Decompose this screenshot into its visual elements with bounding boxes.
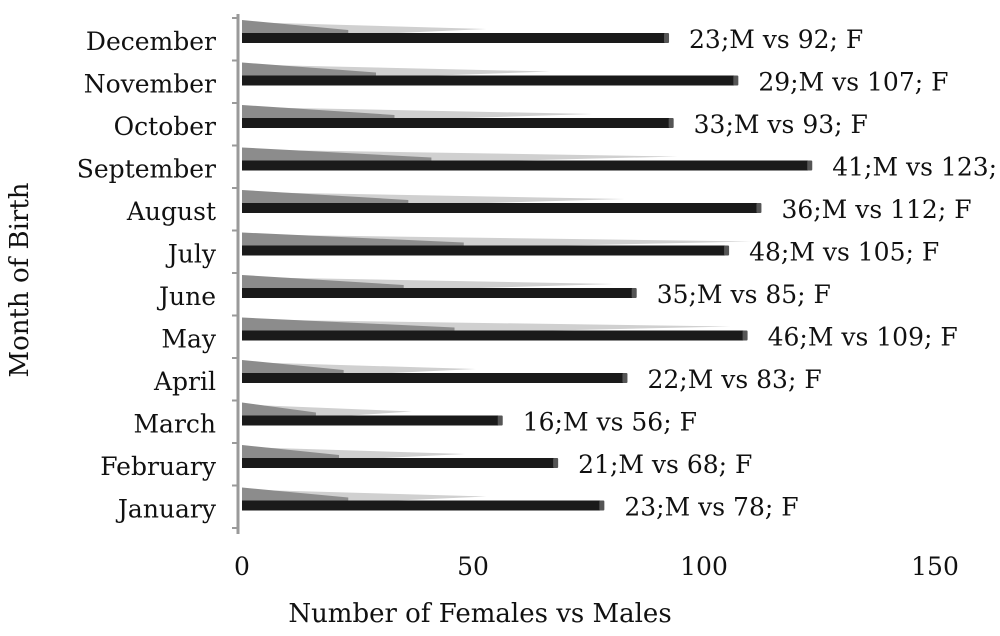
bar-females-february — [242, 458, 557, 468]
bar-females-october — [242, 118, 672, 128]
data-label: 48;M vs 105; F — [749, 238, 939, 267]
category-label: June — [156, 282, 216, 311]
category-labels: January February March April May June July Augu… — [77, 27, 217, 524]
bar-end-cap — [756, 203, 762, 213]
y-axis-ticks — [232, 17, 238, 529]
data-label: 41;M vs 123; F — [832, 153, 1000, 182]
bar-end-cap — [668, 118, 674, 128]
bar-end-cap — [622, 373, 628, 383]
category-label: November — [84, 70, 216, 99]
bar-females-june — [242, 288, 635, 298]
bar-end-cap — [724, 245, 730, 256]
bar-females-september — [242, 160, 811, 171]
data-label: 22;M vs 83; F — [647, 365, 821, 394]
category-label: July — [165, 240, 217, 269]
y-axis-title: Month of Birth — [5, 182, 35, 377]
bar-end-cap — [733, 75, 739, 86]
data-label: 35;M vs 85; F — [657, 280, 831, 309]
data-label: 36;M vs 112; F — [781, 195, 971, 224]
category-label: December — [86, 27, 216, 56]
category-label: May — [161, 325, 217, 354]
data-label: 23;M vs 78; F — [624, 493, 798, 522]
bar-end-cap — [807, 160, 813, 171]
category-label: April — [153, 367, 216, 396]
bar-end-cap — [497, 415, 503, 426]
data-label: 29;M vs 107; F — [758, 68, 948, 97]
x-tick-label: 150 — [911, 552, 959, 581]
bar-females-january — [242, 500, 603, 511]
bar-end-cap — [742, 330, 748, 341]
data-label: 16;M vs 56; F — [523, 408, 697, 437]
x-axis-title: Number of Females vs Males — [288, 599, 671, 629]
category-label: September — [77, 155, 216, 184]
category-label: March — [133, 410, 216, 439]
bars-group — [242, 20, 813, 511]
category-label: January — [115, 495, 217, 524]
data-label: 46;M vs 109; F — [768, 323, 958, 352]
bar-females-december — [242, 33, 668, 43]
bar-females-march — [242, 415, 501, 426]
bar-females-july — [242, 245, 728, 256]
x-tick-label: 0 — [234, 552, 250, 581]
category-label: February — [100, 452, 217, 481]
data-label: 21;M vs 68; F — [578, 450, 752, 479]
bar-end-cap — [631, 288, 637, 298]
category-label: October — [114, 112, 216, 141]
x-tick-label: 50 — [457, 552, 489, 581]
bar-females-april — [242, 373, 626, 383]
data-label: 23;M vs 92; F — [689, 25, 863, 54]
x-tick-label: 100 — [680, 552, 728, 581]
bar-end-cap — [664, 33, 670, 43]
bar-females-august — [242, 203, 760, 213]
bar-end-cap — [553, 458, 559, 468]
x-tick-labels: 0 50 100 150 — [234, 552, 959, 581]
bar-end-cap — [599, 500, 605, 511]
bar-females-november — [242, 75, 737, 86]
category-label: August — [126, 197, 216, 226]
data-label: 33;M vs 93; F — [694, 110, 868, 139]
bar-females-may — [242, 330, 746, 341]
data-labels: 23;M vs 78; F 21;M vs 68; F 16;M vs 56; F 2… — [523, 25, 1000, 522]
